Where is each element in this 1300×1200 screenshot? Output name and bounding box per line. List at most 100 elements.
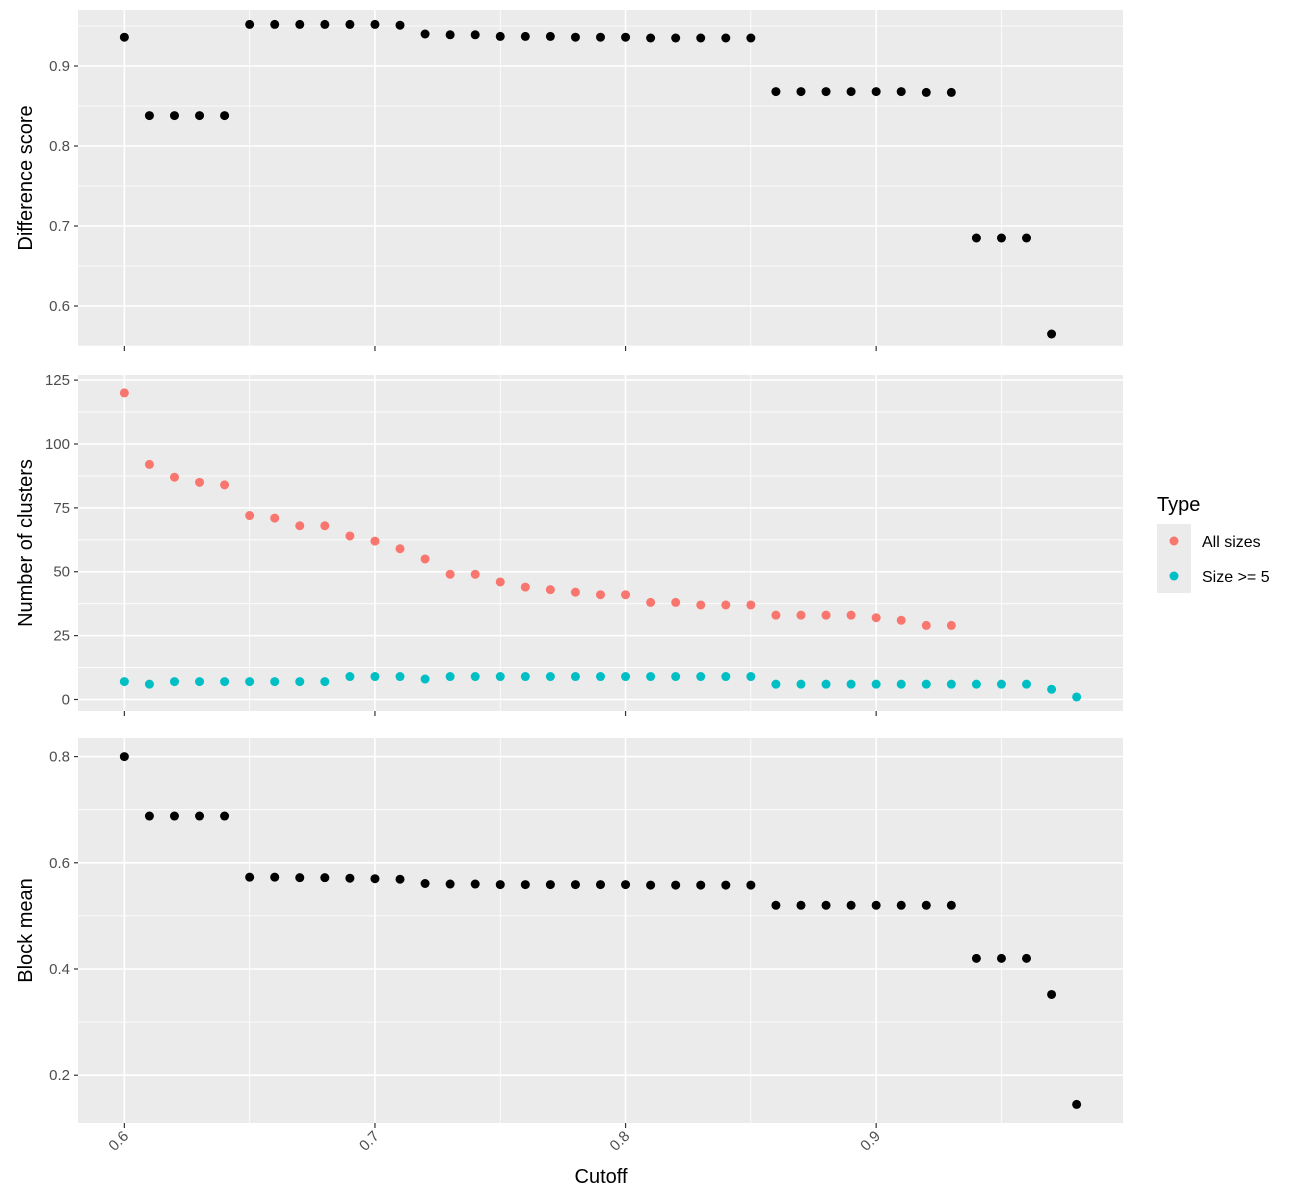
data-point [996,953,1006,963]
data-point [495,31,505,41]
data-point [821,610,831,620]
panel-3: 0.2 0.4 0.6 0.8 0.6 0.7 0.8 0.9 Block mean [15,738,1123,1155]
data-point [1022,953,1032,963]
data-point [220,677,230,687]
data-point [445,879,455,889]
data-point [696,672,706,682]
data-point [671,597,681,607]
legend-key-all-sizes [1169,536,1179,546]
panel-2: 0 25 50 75 100 125 Number of clusters [15,372,1123,716]
data-point [169,472,179,482]
data-point [470,672,480,682]
data-point [570,672,580,682]
x-axis-label: Cutoff [575,1166,628,1188]
data-point [295,677,305,687]
data-point [946,900,956,910]
data-point [646,880,656,890]
data-point [1047,329,1057,339]
data-point [646,672,656,682]
data-point [220,480,230,490]
data-point [646,33,656,43]
data-point [771,87,781,97]
legend-label-all-sizes: All sizes [1202,534,1261,551]
y-tick-label: 75 [53,500,70,517]
data-point [520,672,530,682]
data-point [119,32,129,42]
data-point [520,582,530,592]
data-point [796,679,806,689]
data-point [621,32,631,42]
series-all-sizes [119,388,956,630]
data-point [921,620,931,630]
data-point [846,610,856,620]
y-tick-label: 0.4 [49,961,70,978]
data-point [470,30,480,40]
data-point [621,590,631,600]
data-point [570,32,580,42]
data-point [245,19,255,29]
data-point [846,679,856,689]
data-point [921,900,931,910]
x-tick-label: 0.7 [356,1128,383,1155]
legend-title: Type [1157,494,1200,516]
data-point [746,33,756,43]
y-tick-label: 100 [45,436,70,453]
data-point [696,600,706,610]
data-point [721,600,731,610]
x-tick-label: 0.9 [857,1128,884,1155]
data-point [746,672,756,682]
data-point [896,87,906,97]
data-point [871,87,881,97]
data-point [921,87,931,97]
data-point [295,19,305,29]
data-point [345,19,355,29]
data-point [1047,684,1057,694]
data-point [896,615,906,625]
data-point [345,672,355,682]
y-tick-label: 0.8 [49,749,70,766]
data-point [545,585,555,595]
data-point [320,19,330,29]
panel-background [78,10,1123,346]
data-point [270,513,280,523]
data-point [169,677,179,687]
data-point [320,521,330,531]
data-point [596,672,605,682]
data-point [220,111,230,121]
data-point [545,880,555,890]
y-tick-label: 125 [45,372,70,389]
legend-label-size-ge-5: Size >= 5 [1202,569,1270,586]
data-point [420,29,430,39]
data-point [495,672,505,682]
data-point [220,811,230,821]
data-point [320,677,330,687]
data-point [470,879,480,889]
legend-key-background [1157,524,1191,593]
data-point [596,590,605,600]
data-point [771,900,781,910]
x-tick-label: 0.8 [607,1128,634,1155]
data-point [245,511,255,521]
y-tick-label: 0 [62,692,70,709]
data-point [996,679,1006,689]
panels: 0.6 0.7 0.8 0.9 Difference score 0 25 50 75 100 12… [15,10,1123,1155]
legend-key-size-ge-5 [1169,571,1179,581]
data-point [796,610,806,620]
data-point [320,873,330,883]
data-point [545,31,555,41]
data-point [896,679,906,689]
data-point [871,900,881,910]
y-tick-label: 50 [53,564,70,581]
data-point [119,752,129,762]
data-point [520,880,530,890]
data-point [796,87,806,97]
panel-1: 0.6 0.7 0.8 0.9 Difference score [15,10,1123,351]
data-point [420,879,430,889]
data-point [445,672,455,682]
data-point [1047,989,1057,999]
data-point [721,33,731,43]
data-point [570,880,580,890]
data-point [395,874,405,884]
data-point [144,811,154,821]
